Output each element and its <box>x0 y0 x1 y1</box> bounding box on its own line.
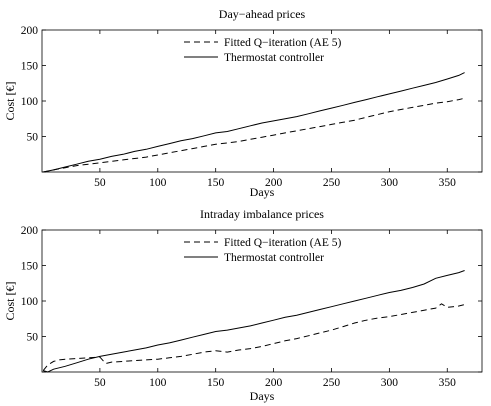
y-tick-label: 200 <box>21 25 39 37</box>
y-tick-label: 100 <box>21 296 39 308</box>
legend-entry: Thermostat controller <box>224 52 324 64</box>
y-tick-label: 150 <box>21 61 39 73</box>
plot-frame <box>41 29 483 173</box>
x-tick-label: 350 <box>439 377 457 389</box>
y-tick-label: 100 <box>21 96 39 108</box>
y-tick-label: 50 <box>27 332 39 344</box>
chart-intraday: Intraday imbalance prices Days Cost [€] 50 1… <box>3 207 483 403</box>
series-line-fitted-q <box>43 97 465 173</box>
x-tick-label: 50 <box>94 177 106 189</box>
x-tick-label: 250 <box>323 377 341 389</box>
legend-entry: Thermostat controller <box>224 252 324 264</box>
chart-day-ahead: Day−ahead prices Days Cost [€] 50 100 150 200 2… <box>3 7 483 199</box>
x-tick-label: 50 <box>94 377 106 389</box>
y-axis-label: Cost [€] <box>3 81 17 120</box>
legend-entry: Fitted Q−iteration (AE 5) <box>224 237 341 249</box>
x-tick-label: 100 <box>149 377 167 389</box>
series-line-thermostat <box>43 270 465 373</box>
x-tick-label: 100 <box>149 177 167 189</box>
x-tick-label: 250 <box>323 177 341 189</box>
plot-frame <box>41 229 483 373</box>
y-tick-label: 150 <box>21 261 39 273</box>
x-tick-label: 300 <box>381 377 399 389</box>
chart-title: Day−ahead prices <box>219 7 306 21</box>
legend-entry: Fitted Q−iteration (AE 5) <box>224 37 341 49</box>
y-axis-label: Cost [€] <box>3 281 17 320</box>
x-axis-label: Days <box>250 389 275 403</box>
x-tick-label: 200 <box>265 377 283 389</box>
series-line-thermostat <box>43 72 465 173</box>
y-tick-label: 50 <box>27 132 39 144</box>
x-tick-label: 350 <box>439 177 457 189</box>
chart-title: Intraday imbalance prices <box>200 207 324 221</box>
series-line-fitted-q <box>42 303 465 371</box>
x-tick-label: 150 <box>207 377 225 389</box>
y-tick-label: 200 <box>21 225 39 237</box>
x-tick-label: 150 <box>207 177 225 189</box>
x-axis-label: Days <box>250 185 275 199</box>
x-tick-label: 200 <box>265 177 283 189</box>
x-tick-label: 300 <box>381 177 399 189</box>
